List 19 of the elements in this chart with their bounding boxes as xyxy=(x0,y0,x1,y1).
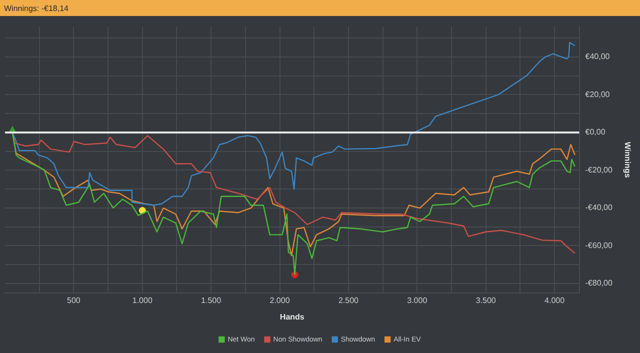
x-tick-label: 1.000 xyxy=(132,296,153,305)
chart-title: Winnings: -€18,14 xyxy=(4,4,68,12)
y-tick-label: €20,00 xyxy=(585,90,610,99)
x-tick-label: 2.500 xyxy=(338,296,360,305)
y-tick-label: €0,00 xyxy=(585,128,606,137)
y-tick-label: -€40,00 xyxy=(585,203,613,212)
y-tick-label: -€20,00 xyxy=(585,165,613,174)
y-tick-label: -€80,00 xyxy=(585,278,613,288)
x-tick-label: 3.000 xyxy=(407,296,428,305)
y-tick-label: -€60,00 xyxy=(585,240,613,250)
point xyxy=(9,126,16,132)
x-tick-label: 500 xyxy=(67,296,81,305)
y-tick-label: €40,00 xyxy=(585,52,610,62)
x-tick-label: 1.500 xyxy=(201,296,222,305)
x-tick-label: 4.000 xyxy=(544,296,566,305)
y-axis-title: Winnings xyxy=(622,142,632,178)
x-tick-label: 3.500 xyxy=(476,296,496,305)
x-axis-title: Hands xyxy=(280,312,305,322)
x-tick-label: 2.000 xyxy=(270,296,290,305)
